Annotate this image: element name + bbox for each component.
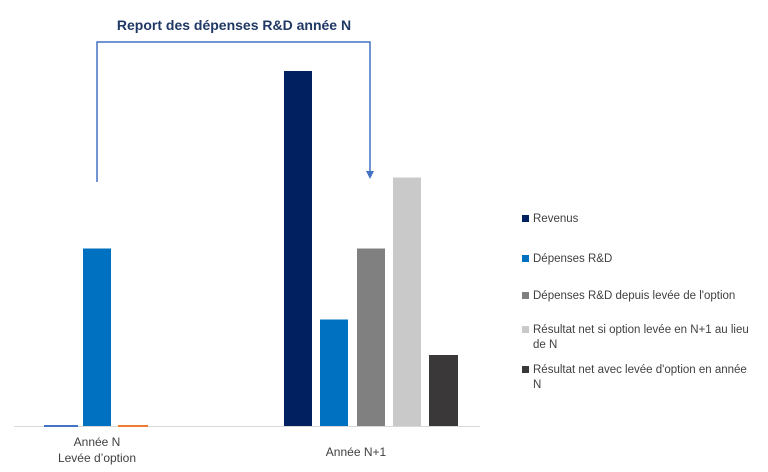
bar-r-sultat-net-avec-lev-e-d-option-en-ann-e-n (429, 355, 458, 426)
legend-label: Revenus (533, 213, 579, 225)
legend-label: Résultat net si option levée en N+1 au l… (533, 324, 749, 336)
legend-item: Revenus (522, 213, 579, 225)
legend-swatch (522, 255, 529, 262)
legend-label: Dépenses R&D (533, 253, 612, 265)
legend-swatch (522, 215, 529, 222)
legend-item: Dépenses R&D (522, 253, 612, 265)
bar-unlabeled (118, 425, 148, 427)
bar-revenus (284, 71, 312, 426)
legend-item: Dépenses R&D depuis levée de l'option (522, 290, 735, 302)
bar-d-penses-r-d (83, 248, 111, 426)
report-arrow-line (96, 41, 371, 182)
x-tick-label: Année N (74, 435, 121, 449)
x-tick-label: Année N+1 (326, 445, 387, 459)
legend-item: Résultat net avec levée d'option en anné… (522, 364, 747, 391)
legend-swatch (522, 366, 529, 373)
legend-label: Résultat net avec levée d'option en anné… (533, 364, 747, 376)
bar-unlabeled (44, 425, 78, 427)
legend-swatch (522, 292, 529, 299)
x-tick-label: Levée d’option (58, 451, 136, 465)
legend-swatch (522, 326, 529, 333)
bar-d-penses-r-d-depuis-lev-e-de-l-option (357, 248, 385, 426)
arrow-head-icon (366, 171, 374, 179)
bar-r-sultat-net-si-option-lev-e-en-n-1-au-lieu-de-n (393, 177, 421, 426)
legend-item: Résultat net si option levée en N+1 au l… (522, 324, 749, 351)
legend-label: N (533, 379, 541, 391)
annotation-label: Report des dépenses R&D année N (117, 17, 351, 33)
bar-d-penses-r-d (320, 319, 348, 426)
legend-label: de N (533, 339, 557, 351)
legend-label: Dépenses R&D depuis levée de l'option (533, 290, 735, 302)
